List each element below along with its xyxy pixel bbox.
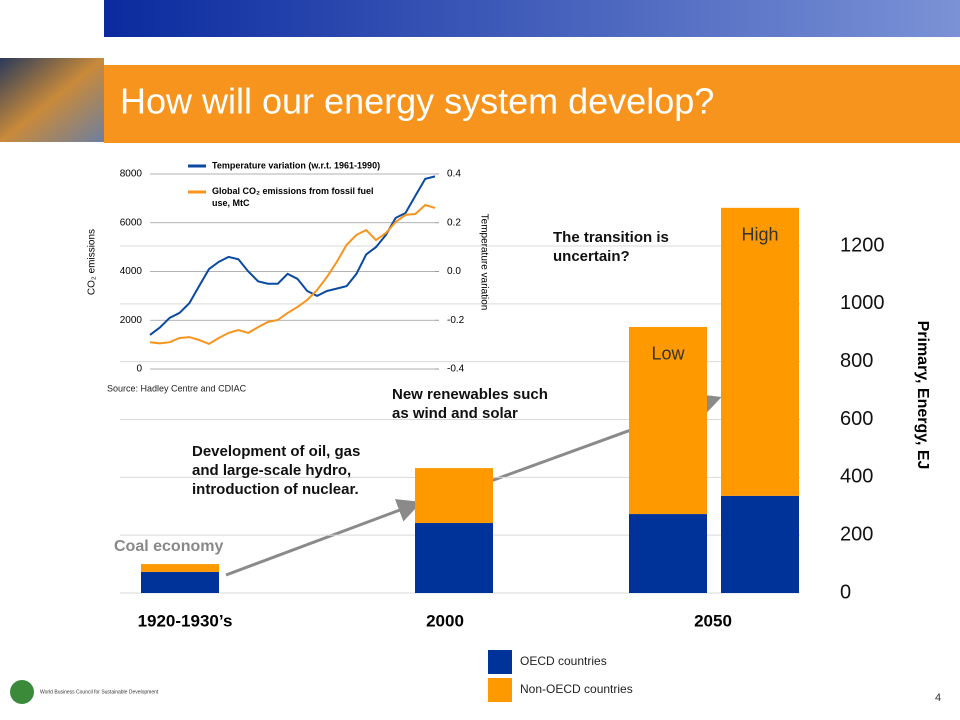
y-tick-label: 400 bbox=[840, 466, 873, 488]
x-tick-label: 1920-1930’s bbox=[138, 611, 233, 630]
legend-swatch bbox=[488, 650, 512, 674]
bar-segment bbox=[629, 326, 707, 515]
bar-label: High bbox=[741, 225, 778, 245]
y-tick-label: 8000 bbox=[120, 169, 143, 180]
org-name: World Business Council for Sustainable D… bbox=[40, 689, 159, 695]
annotation: Development of oil, gas and large-scale … bbox=[192, 443, 361, 498]
x-tick-label: 2000 bbox=[426, 611, 464, 630]
y-tick-label: 2000 bbox=[120, 315, 143, 326]
legend-label: Non-OECD countries bbox=[520, 682, 633, 696]
y-tick-label: 4000 bbox=[120, 266, 143, 277]
y-tick-label: 800 bbox=[840, 350, 873, 372]
bar-segment bbox=[415, 523, 493, 593]
org-logo bbox=[10, 680, 34, 704]
header-band bbox=[104, 0, 960, 37]
bar-segment bbox=[721, 207, 799, 496]
bar-segment bbox=[415, 468, 493, 524]
bar-segment bbox=[141, 571, 219, 593]
y-tick-label: 1200 bbox=[840, 234, 885, 256]
y2-tick-label: -0.2 bbox=[447, 315, 465, 326]
bar-segment bbox=[141, 564, 219, 572]
y-tick-label: 6000 bbox=[120, 217, 143, 228]
legend-label: Temperature variation (w.r.t. 1961-1990) bbox=[212, 160, 380, 170]
y-tick-label: 200 bbox=[840, 523, 873, 545]
y2-tick-label: 0.4 bbox=[447, 169, 461, 180]
bar-segment bbox=[629, 514, 707, 593]
y-tick-label: 0 bbox=[840, 581, 851, 603]
y2-tick-label: -0.4 bbox=[447, 364, 465, 375]
y-tick-label: 1000 bbox=[840, 292, 885, 314]
bar-label: Low bbox=[651, 344, 685, 364]
annotation: Coal economy bbox=[114, 538, 224, 555]
arrow bbox=[225, 499, 422, 577]
annotation: New renewables such as wind and solar bbox=[392, 386, 548, 422]
title-bar bbox=[104, 65, 960, 143]
source: Source: Hadley Centre and CDIAC bbox=[107, 383, 247, 393]
page-number: 4 bbox=[935, 692, 941, 704]
slide-title: How will our energy system develop? bbox=[120, 81, 714, 122]
legend-swatch bbox=[488, 678, 512, 702]
y2-tick-label: 0.0 bbox=[447, 266, 461, 277]
line-series bbox=[149, 203, 436, 346]
y-axis-label: CO₂ emissions bbox=[87, 229, 98, 295]
legend-label: OECD countries bbox=[520, 654, 607, 668]
y2-tick-label: 0.2 bbox=[447, 217, 461, 228]
y-tick-label: 600 bbox=[840, 408, 873, 430]
y2-axis-label: Temperature variation bbox=[478, 214, 489, 311]
x-group-label: 2050 bbox=[694, 611, 732, 630]
annotation: The transition is uncertain? bbox=[553, 229, 669, 265]
y-axis-label: Primary, Energy, EJ bbox=[914, 321, 931, 470]
header-photo bbox=[0, 58, 104, 142]
y-tick-label: 0 bbox=[136, 364, 142, 375]
bar-segment bbox=[721, 495, 799, 593]
legend-label: Global CO₂ emissions from fossil fuel us… bbox=[212, 186, 376, 208]
